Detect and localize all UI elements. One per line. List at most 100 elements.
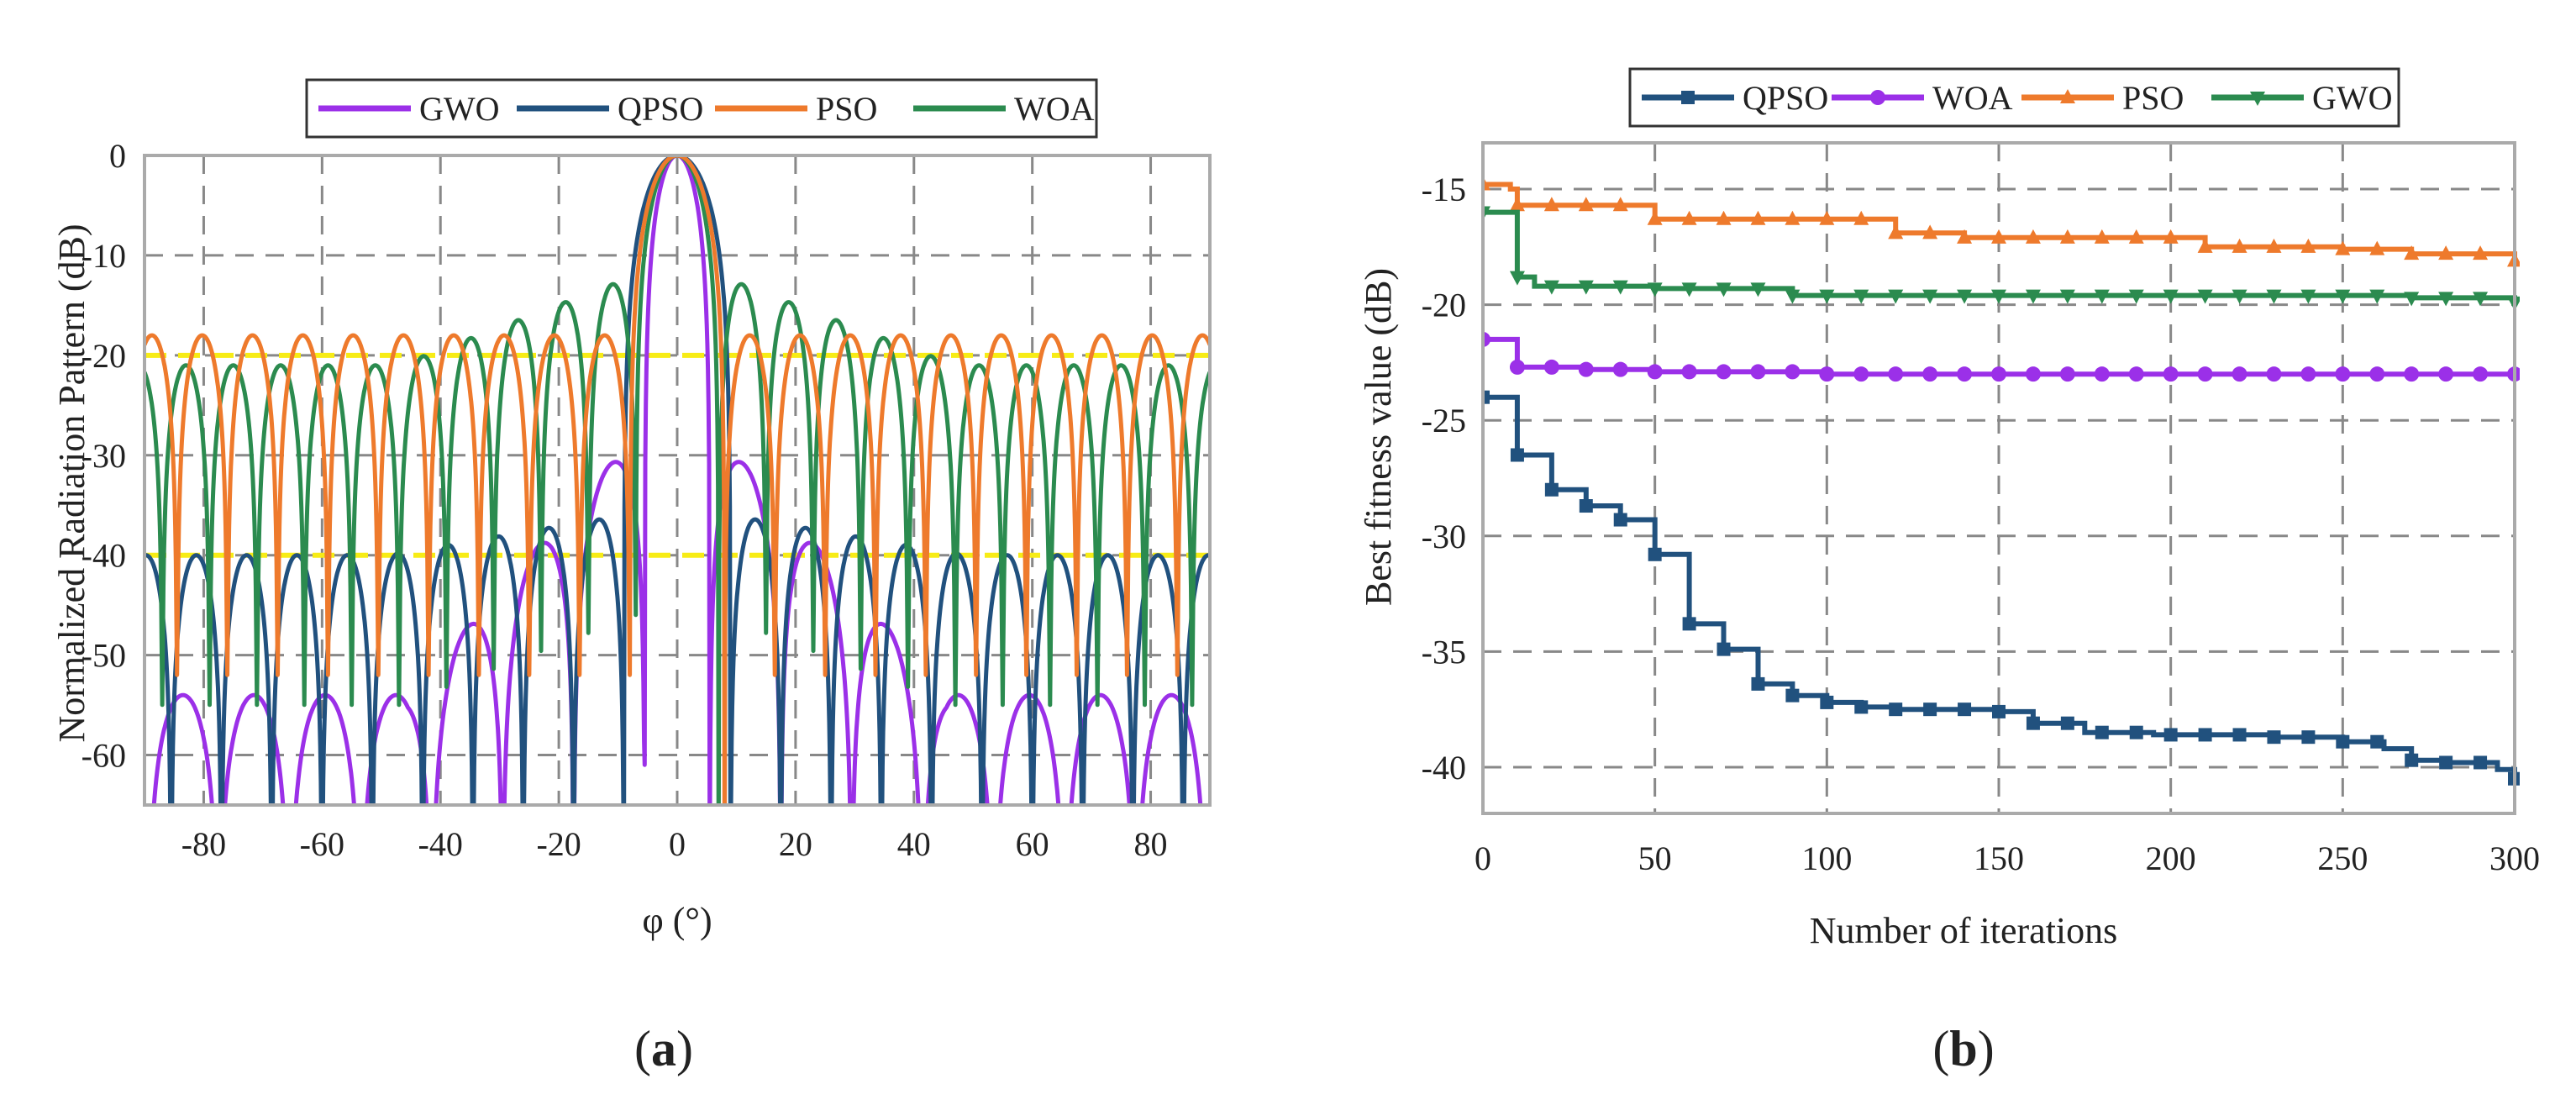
b-legend-label-qpso: QPSO: [1743, 79, 1828, 117]
b-point-qpso-190: [2129, 725, 2143, 739]
b-point-qpso-140: [1958, 702, 1972, 717]
b-ytick-label-2: -25: [1422, 402, 1466, 439]
b-point-gwo-160: [2025, 289, 2041, 304]
a-series-line-woa: [145, 155, 1210, 805]
b-point-woa-20: [1543, 359, 1559, 375]
b-point-gwo-260: [2369, 289, 2385, 304]
b-point-pso-90: [1785, 210, 1801, 225]
b-point-qpso-150: [1992, 704, 2006, 718]
b-point-woa-200: [2163, 366, 2179, 382]
a-y-axis-label: Normalized Radiation Pattern (dB): [51, 224, 92, 742]
b-legend-label-pso: PSO: [2122, 79, 2184, 117]
b-point-qpso-90: [1785, 688, 1800, 702]
b-point-qpso-290: [2473, 755, 2488, 770]
b-point-qpso-230: [2267, 730, 2281, 745]
b-xtick-label-5: 250: [2317, 839, 2368, 877]
b-point-pso-160: [2025, 229, 2041, 244]
caption-b: (b): [1932, 1021, 1994, 1076]
a-ytick-label-1: -10: [81, 237, 126, 275]
caption-a: (a): [634, 1021, 693, 1076]
b-point-pso-150: [1991, 229, 2006, 244]
b-point-pso-240: [2300, 238, 2316, 253]
b-point-qpso-260: [2370, 734, 2384, 749]
b-ytick-label-0: -15: [1422, 171, 1466, 208]
b-point-woa-10: [1509, 359, 1525, 375]
b-point-woa-70: [1716, 364, 1732, 380]
b-legend-label-woa: WOA: [1932, 79, 2013, 117]
b-point-qpso-70: [1716, 642, 1731, 656]
b-point-pso-270: [2404, 245, 2420, 260]
b-point-qpso-130: [1923, 702, 1937, 717]
b-point-gwo-230: [2266, 289, 2282, 304]
b-point-pso-120: [1888, 224, 1904, 239]
a-series-line-pso: [145, 155, 1210, 805]
b-x-axis-label: Number of iterations: [1810, 910, 2118, 951]
b-point-woa-40: [1612, 361, 1628, 377]
panel-b-convergence: 0 50 100 150 200 250 300 -15 -20 -25 -30 -35 -40 Numb…: [1358, 67, 2540, 951]
b-point-qpso-220: [2232, 728, 2247, 742]
b-point-pso-290: [2473, 245, 2489, 260]
b-point-woa-30: [1578, 361, 1594, 377]
b-point-gwo-200: [2163, 289, 2179, 304]
b-point-gwo-10: [1509, 271, 1525, 286]
b-point-pso-110: [1853, 210, 1869, 225]
b-point-qpso-210: [2198, 728, 2212, 742]
b-point-gwo-220: [2232, 289, 2247, 304]
b-ytick-label-3: -30: [1422, 518, 1466, 555]
a-plot-frame: [143, 154, 1212, 807]
b-point-pso-220: [2232, 238, 2247, 253]
a-xtick-label-2: -40: [418, 825, 463, 863]
b-series-group: [1483, 176, 2520, 786]
a-legend-label-pso: PSO: [816, 90, 877, 128]
b-point-qpso-100: [1820, 695, 1834, 709]
b-xtick-label-1: 50: [1638, 839, 1672, 877]
b-point-pso-250: [2335, 240, 2351, 255]
b-point-qpso-170: [2060, 716, 2074, 730]
b-point-gwo-240: [2300, 289, 2316, 304]
b-point-woa-150: [1991, 366, 2006, 382]
b-point-pso-50: [1647, 210, 1663, 225]
b-point-woa-120: [1888, 366, 1904, 382]
b-point-woa-180: [2094, 366, 2110, 382]
b-point-pso-70: [1716, 210, 1732, 225]
a-series-line-gwo: [151, 155, 1203, 805]
b-point-pso-10: [1509, 197, 1525, 212]
b-point-pso-140: [1957, 229, 1973, 244]
a-ytick-label-0: 0: [109, 137, 126, 175]
b-ytick-label-5: -40: [1422, 749, 1466, 787]
a-xtick-label-4: 0: [669, 825, 686, 863]
b-point-qpso-180: [2095, 725, 2109, 739]
a-x-axis-label: φ (°): [642, 900, 712, 941]
a-xtick-label-3: -20: [536, 825, 581, 863]
b-point-gwo-210: [2197, 289, 2213, 304]
b-point-gwo-100: [1819, 289, 1835, 304]
b-point-gwo-270: [2404, 292, 2420, 307]
b-point-woa-190: [2128, 366, 2144, 382]
b-point-woa-130: [1922, 366, 1938, 382]
b-point-gwo-60: [1681, 282, 1697, 297]
a-ytick-label-2: -20: [81, 337, 126, 375]
b-point-gwo-290: [2473, 292, 2489, 307]
b-point-woa-60: [1681, 364, 1697, 380]
b-point-pso-80: [1750, 210, 1766, 225]
a-ytick-label-4: -40: [81, 537, 126, 575]
b-series-line-qpso: [1483, 394, 2517, 779]
b-point-gwo-50: [1647, 282, 1663, 297]
a-legend-label-woa: WOA: [1014, 90, 1095, 128]
b-point-qpso-110: [1854, 700, 1869, 714]
b-point-qpso-40: [1613, 513, 1627, 527]
b-series-line-gwo: [1483, 209, 2517, 303]
b-ytick-label-1: -20: [1422, 287, 1466, 324]
a-xtick-label-5: 20: [779, 825, 812, 863]
a-xtick-label-1: -60: [300, 825, 344, 863]
b-xtick-label-3: 150: [1974, 839, 2024, 877]
a-xtick-label-7: 60: [1016, 825, 1049, 863]
caption-b-open: (: [1932, 1021, 1949, 1076]
b-y-axis-label: Best fitness value (dB): [1358, 268, 1399, 606]
b-point-woa-110: [1853, 366, 1869, 382]
a-ytick-label-6: -60: [81, 737, 126, 775]
b-legend-marker-qpso: [1681, 91, 1695, 104]
a-legend-label-qpso: QPSO: [618, 90, 703, 128]
panel-a-radiation-pattern: -80 -60 -40 -20 0 20 40 60 80 0 -10 -20 -30 -40 -50 -60…: [51, 78, 1212, 941]
b-legend-marker-pso: [2060, 89, 2075, 103]
